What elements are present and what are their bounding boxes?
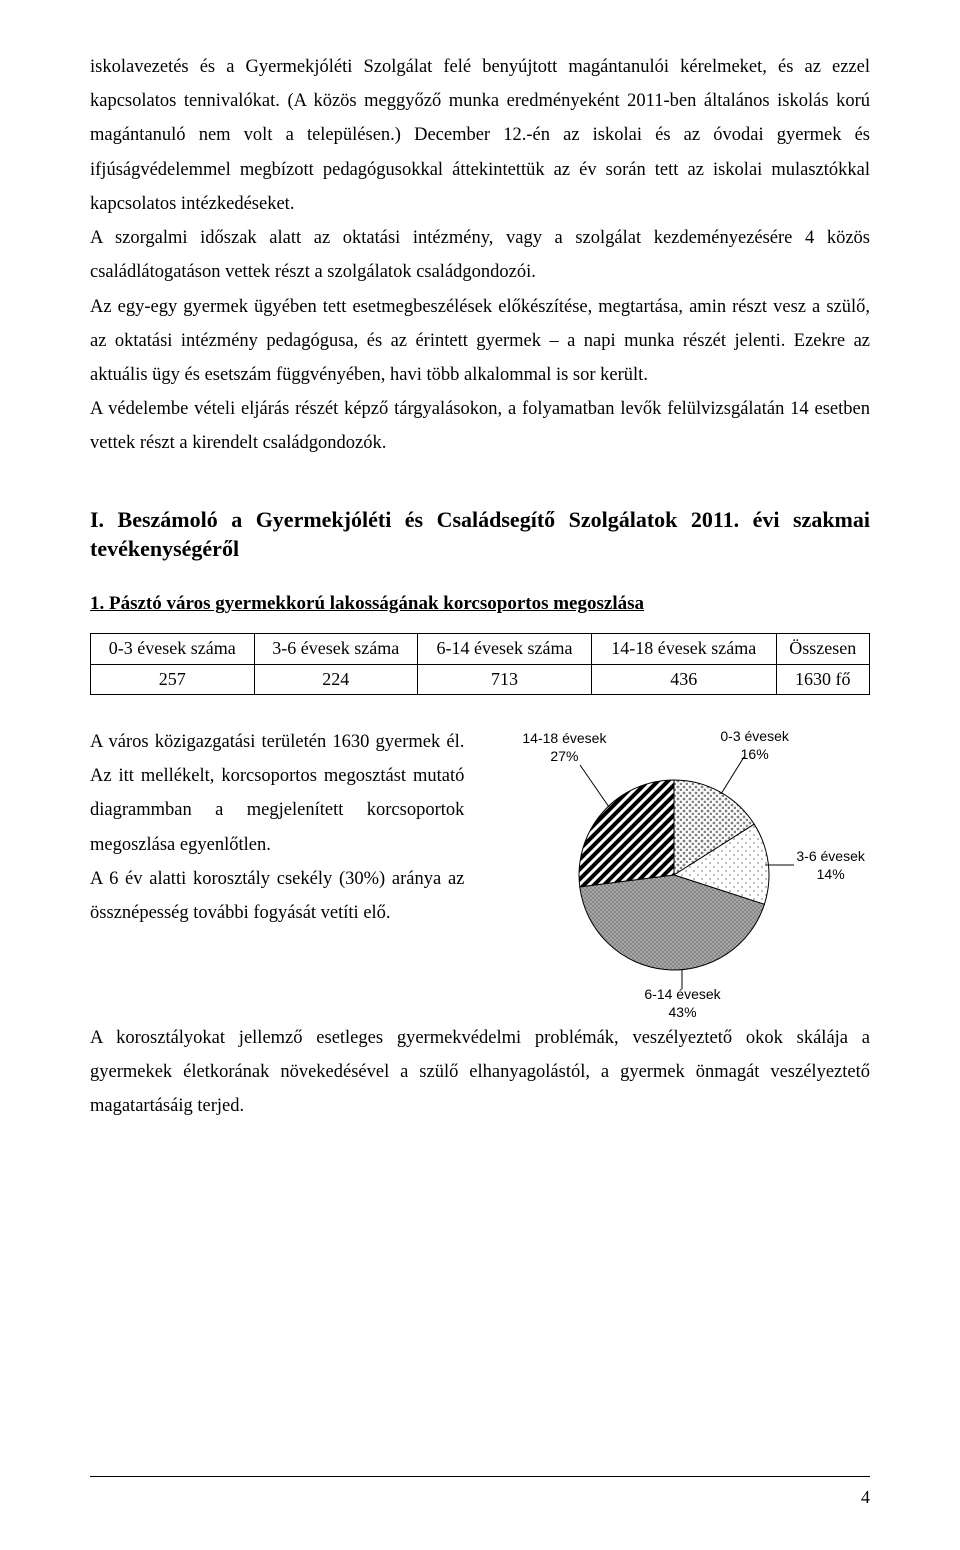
table-header-cell: 3-6 évesek száma — [254, 634, 418, 664]
left-paragraph-2: A 6 év alatti korosztály csekély (30%) a… — [90, 862, 464, 930]
age-group-table: 0-3 évesek száma 3-6 évesek száma 6-14 é… — [90, 633, 870, 695]
pie-slice-14-18 — [579, 780, 674, 887]
footer-divider — [90, 1476, 870, 1477]
pie-label-0-3: 0-3 évesek16% — [720, 727, 788, 763]
table-header-cell: 6-14 évesek száma — [418, 634, 592, 664]
table-data-row: 257 224 713 436 1630 fő — [91, 664, 870, 694]
paragraph-2: A szorgalmi időszak alatt az oktatási in… — [90, 221, 870, 289]
pie-label-3-6: 3-6 évesek14% — [796, 847, 864, 883]
table-cell: 224 — [254, 664, 418, 694]
paragraph-3: Az egy-egy gyermek ügyében tett esetmegb… — [90, 290, 870, 393]
page-number: 4 — [90, 1481, 870, 1514]
paragraph-1: iskolavezetés és a Gyermekjóléti Szolgál… — [90, 50, 870, 221]
table-header-cell: 14-18 évesek száma — [592, 634, 777, 664]
section-title: I. Beszámoló a Gyermekjóléti és Családse… — [90, 505, 870, 564]
bottom-paragraph: A korosztályokat jellemző esetleges gyer… — [90, 1021, 870, 1124]
paragraph-4: A védelembe vételi eljárás részét képző … — [90, 392, 870, 460]
page-footer: 4 — [90, 1476, 870, 1514]
table-header-row: 0-3 évesek száma 3-6 évesek száma 6-14 é… — [91, 634, 870, 664]
table-cell: 257 — [91, 664, 255, 694]
table-cell: 436 — [592, 664, 777, 694]
pie-label-14-18: 14-18 évesek27% — [522, 729, 606, 765]
left-paragraph-1: A város közigazgatási területén 1630 gye… — [90, 725, 464, 862]
table-header-cell: 0-3 évesek száma — [91, 634, 255, 664]
table-cell: 713 — [418, 664, 592, 694]
table-cell: 1630 fő — [776, 664, 869, 694]
pie-chart-container: 0-3 évesek16% 3-6 évesek14% 6-14 évesek4… — [484, 725, 890, 1015]
pie-label-6-14: 6-14 évesek43% — [644, 985, 720, 1021]
left-column-text: A város közigazgatási területén 1630 gye… — [90, 725, 464, 930]
table-header-cell: Összesen — [776, 634, 869, 664]
subheading-table: 1. Pásztó város gyermekkorú lakosságának… — [90, 586, 870, 621]
